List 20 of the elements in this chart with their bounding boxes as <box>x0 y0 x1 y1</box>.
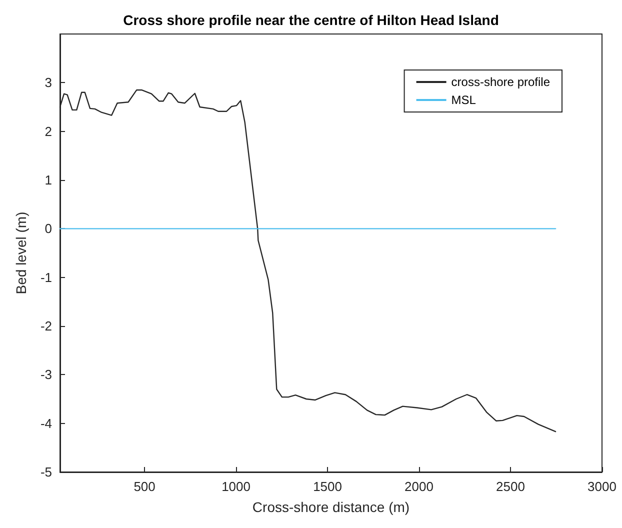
x-tick-label: 1000 <box>222 479 250 494</box>
x-tick-label: 2000 <box>404 479 434 494</box>
x-tick-label: 1500 <box>313 479 342 494</box>
x-tick-label: 3000 <box>588 479 616 494</box>
x-axis-title: Cross-shore distance (m) <box>252 499 410 515</box>
y-tick-label: -4 <box>40 416 52 431</box>
chart-title: Cross shore profile near the centre of Hilton Head Island <box>123 12 499 28</box>
x-tick-label: 2500 <box>496 479 525 494</box>
y-tick-label: -1 <box>40 270 52 285</box>
y-axis-title: Bed level (m) <box>13 212 29 294</box>
legend-label: MSL <box>451 93 476 107</box>
y-tick-label: 3 <box>44 75 52 90</box>
y-tick-label: 1 <box>44 172 52 188</box>
y-tick-label: 0 <box>44 221 52 236</box>
legend-label: cross-shore profile <box>451 75 550 89</box>
x-tick-label: 500 <box>134 479 156 494</box>
y-tick-label: -3 <box>40 367 52 382</box>
y-tick-label: 2 <box>44 124 52 139</box>
y-tick-label: -2 <box>40 318 52 334</box>
y-tick-label: -5 <box>40 464 52 480</box>
